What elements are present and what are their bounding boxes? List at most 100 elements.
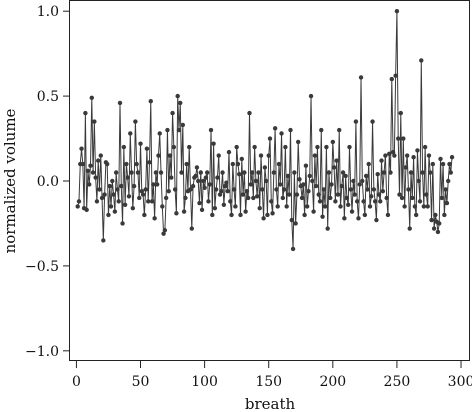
y-tick-label: −0.5 bbox=[25, 259, 59, 275]
data-point bbox=[252, 144, 257, 150]
data-point bbox=[276, 161, 282, 167]
data-point bbox=[360, 178, 365, 184]
data-point bbox=[279, 131, 284, 136]
data-point bbox=[135, 170, 141, 175]
data-point bbox=[347, 144, 352, 150]
data-point bbox=[170, 110, 175, 116]
data-point bbox=[319, 127, 324, 133]
data-point bbox=[420, 170, 425, 175]
x-tick-label: 150 bbox=[255, 374, 282, 390]
data-point bbox=[181, 209, 187, 214]
data-point bbox=[399, 195, 405, 201]
data-point bbox=[147, 160, 152, 165]
data-point bbox=[179, 170, 184, 175]
data-point bbox=[107, 183, 112, 189]
data-point bbox=[334, 158, 339, 163]
x-tick-label: 200 bbox=[319, 374, 346, 390]
data-point bbox=[249, 170, 255, 175]
data-point bbox=[129, 170, 134, 175]
data-point bbox=[143, 187, 148, 192]
data-point bbox=[111, 192, 116, 197]
data-point bbox=[417, 199, 423, 204]
data-point bbox=[340, 170, 346, 175]
data-point bbox=[374, 217, 379, 223]
data-point bbox=[289, 217, 294, 223]
data-point bbox=[398, 110, 403, 116]
data-point bbox=[152, 216, 157, 221]
data-point bbox=[413, 212, 419, 218]
data-point bbox=[380, 188, 386, 194]
data-point bbox=[311, 209, 316, 214]
y-axis-label: normalized volume bbox=[1, 108, 19, 253]
data-point bbox=[416, 178, 421, 184]
data-point bbox=[196, 178, 201, 184]
data-point bbox=[269, 199, 274, 204]
data-point bbox=[201, 178, 206, 184]
data-point bbox=[198, 170, 203, 175]
data-point bbox=[288, 127, 293, 133]
data-point bbox=[119, 183, 124, 189]
data-point bbox=[228, 199, 233, 204]
data-point bbox=[88, 163, 93, 168]
data-point bbox=[275, 204, 280, 209]
data-point bbox=[163, 195, 169, 201]
data-point bbox=[307, 173, 312, 179]
data-point bbox=[393, 73, 398, 78]
data-point bbox=[102, 192, 107, 197]
data-point bbox=[448, 170, 453, 175]
series-line bbox=[77, 11, 453, 249]
data-point bbox=[158, 170, 164, 175]
data-point bbox=[356, 216, 361, 221]
data-point bbox=[267, 136, 273, 141]
data-point bbox=[221, 202, 227, 207]
data-point bbox=[210, 212, 215, 218]
data-point bbox=[303, 163, 309, 168]
y-tick-label: 0.5 bbox=[37, 89, 59, 105]
data-point bbox=[440, 161, 446, 167]
data-point bbox=[233, 204, 238, 209]
data-point bbox=[379, 158, 384, 163]
data-point bbox=[104, 161, 110, 167]
data-point bbox=[144, 146, 150, 151]
data-point bbox=[431, 226, 437, 231]
data-point bbox=[372, 199, 378, 204]
data-point bbox=[199, 207, 205, 213]
data-point bbox=[331, 165, 337, 170]
x-tick-label: 50 bbox=[132, 374, 150, 390]
data-point bbox=[446, 178, 451, 184]
data-point bbox=[122, 202, 128, 207]
data-point bbox=[153, 170, 159, 175]
data-point bbox=[257, 205, 262, 211]
data-point bbox=[161, 231, 166, 236]
data-point bbox=[151, 182, 156, 187]
data-point bbox=[106, 212, 111, 218]
y-tick-label: 1.0 bbox=[37, 4, 59, 20]
data-point bbox=[238, 212, 243, 218]
data-point bbox=[292, 170, 297, 175]
data-point bbox=[299, 195, 305, 201]
data-point bbox=[113, 170, 119, 175]
data-point bbox=[130, 205, 136, 211]
data-point bbox=[422, 144, 428, 150]
data-point bbox=[262, 165, 268, 170]
data-point bbox=[335, 192, 341, 197]
data-point bbox=[229, 212, 234, 218]
data-point bbox=[412, 204, 418, 209]
data-point bbox=[358, 75, 364, 80]
data-point bbox=[190, 183, 196, 189]
data-point bbox=[120, 221, 125, 226]
data-point bbox=[324, 144, 329, 150]
data-point bbox=[304, 204, 310, 209]
data-point bbox=[124, 161, 129, 167]
data-point bbox=[351, 178, 356, 184]
data-point bbox=[206, 199, 211, 204]
data-point bbox=[207, 182, 212, 187]
data-point bbox=[166, 188, 171, 194]
x-tick-label: 250 bbox=[384, 374, 411, 390]
data-point bbox=[89, 95, 94, 100]
data-point bbox=[428, 170, 433, 175]
data-point bbox=[253, 178, 259, 184]
data-point bbox=[244, 188, 250, 194]
data-point bbox=[349, 209, 355, 214]
data-point bbox=[139, 188, 144, 194]
